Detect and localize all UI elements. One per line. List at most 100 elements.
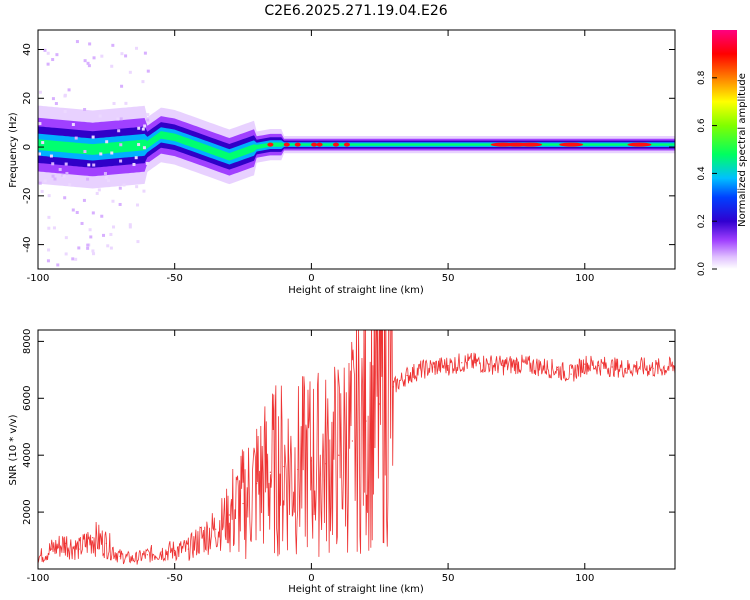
spectrogram-noise-cell: [83, 59, 87, 63]
snr-data-point: [201, 537, 203, 539]
spectrogram-noise-cell: [64, 236, 68, 240]
snr-data-point: [310, 460, 312, 462]
x-tick-label: 50: [442, 273, 455, 284]
snr-data-point: [570, 373, 572, 375]
spectrogram-noise-cell: [111, 43, 115, 47]
colorbar-tick-label: 0.8: [697, 70, 707, 85]
snr-y-label: SNR (10 * v/v): [8, 414, 19, 485]
spectrogram-noise-cell: [135, 185, 139, 189]
spectrogram-noise-cell: [75, 40, 79, 44]
spectrogram-noise-cell: [122, 183, 126, 187]
spectrogram-panel: -100 -50 0 50 100 -40 -20 0 20 40 Height of stra…: [8, 29, 676, 296]
spectrogram-noise-cell: [141, 80, 145, 84]
y-tick-label: 0: [22, 144, 33, 150]
spectrogram-peak: [294, 142, 301, 147]
spectrogram-noise-cell: [120, 52, 124, 56]
spectrogram-noise-cell: [38, 181, 42, 185]
spectrogram-noise-cell: [99, 152, 103, 156]
spectrogram-marks: [38, 40, 675, 267]
snr-data-point: [187, 548, 189, 550]
snr-data-point: [433, 366, 436, 368]
spectrogram-x-axis: -100 -50 0 50 100: [27, 30, 594, 284]
spectrogram-y-label: Frequency (Hz): [8, 112, 19, 188]
snr-data-point: [105, 542, 107, 544]
spectrogram-noise-cell: [46, 259, 50, 263]
snr-data-point: [228, 514, 230, 516]
x-tick-label: 100: [575, 273, 594, 284]
spectrogram-noise-cell: [38, 90, 42, 94]
spectrogram-noise-cell: [86, 61, 90, 65]
x-tick-label: -50: [167, 573, 183, 584]
spectrogram-noise-cell: [134, 46, 138, 50]
snr-data-point: [297, 468, 299, 471]
snr-data-point: [652, 367, 654, 370]
y-tick-label: 40: [22, 43, 33, 56]
spectrogram-noise-cell: [62, 174, 66, 178]
spectrogram-noise-cell: [119, 117, 123, 121]
spectrogram-noise-cell: [137, 126, 141, 130]
spectrogram-noise-cell: [142, 146, 146, 150]
snr-data-point: [611, 366, 613, 368]
spectrogram-noise-cell: [40, 189, 44, 193]
spectrogram-noise-cell: [134, 156, 138, 160]
spectrogram-noise-cell: [105, 140, 109, 144]
spectrogram-peak: [343, 142, 350, 147]
snr-data-point: [78, 548, 80, 550]
spectrogram-noise-cell: [58, 168, 62, 172]
colorbar-ticks: 0.0 0.2 0.4 0.6 0.8: [697, 70, 717, 276]
spectrogram-noise-cell: [97, 188, 101, 192]
spectrogram-noise-cell: [53, 177, 57, 181]
spectrogram-noise-cell: [46, 62, 50, 66]
spectrogram-noise-cell: [49, 154, 53, 158]
spectrogram-noise-cell: [63, 94, 67, 98]
y-tick-label: -20: [22, 188, 33, 204]
snr-data-point: [64, 542, 66, 544]
spectrogram-noise-cell: [43, 179, 47, 183]
spectrogram-noise-cell: [132, 162, 136, 166]
x-tick-label: -100: [27, 273, 50, 284]
spectrogram-noise-cell: [47, 215, 51, 219]
colorbar-tick-label: 0.6: [697, 118, 707, 133]
spectrogram-noise-cell: [119, 143, 123, 147]
spectrogram-noise-cell: [106, 179, 110, 183]
spectrogram-noise-cell: [136, 203, 140, 207]
snr-data-point: [269, 471, 271, 473]
y-tick-label: 2000: [22, 499, 33, 524]
spectrogram-noise-cell: [104, 176, 108, 180]
spectrogram-noise-cell: [91, 211, 95, 215]
snr-data-point: [119, 555, 121, 557]
spectrogram-noise-cell: [64, 252, 68, 256]
spectrogram-noise-cell: [109, 246, 113, 250]
colorbar-tick-label: 0.4: [697, 166, 707, 181]
y-tick-label: 20: [22, 92, 33, 105]
spectrogram-noise-cell: [98, 114, 102, 118]
spectrogram-noise-cell: [100, 54, 104, 58]
snr-data-point: [597, 364, 600, 367]
spectrogram-noise-cell: [110, 64, 114, 68]
spectrogram-noise-cell: [51, 174, 55, 178]
snr-data-point: [543, 366, 545, 368]
spectrogram-noise-cell: [128, 225, 132, 229]
colorbar-tick-label: 0.0: [697, 262, 707, 277]
spectrogram-noise-cell: [146, 113, 150, 117]
spectrogram-noise-cell: [47, 226, 51, 230]
y-tick-label: 6000: [22, 386, 33, 411]
spectrogram-noise-cell: [52, 226, 56, 230]
spectrogram-noise-cell: [77, 246, 81, 250]
spectrogram-noise-cell: [87, 64, 91, 68]
spectrogram-noise-cell: [142, 189, 146, 193]
spectrogram-noise-cell: [75, 210, 79, 214]
spectrogram-noise-cell: [143, 51, 147, 55]
figure-title: C2E6.2025.271.19.04.E26: [264, 3, 447, 19]
spectrogram-noise-cell: [63, 196, 67, 200]
spectrogram-noise-cell: [64, 162, 68, 166]
spectrogram-noise-cell: [124, 101, 128, 105]
spectrogram-noise-cell: [106, 244, 110, 248]
spectrogram-noise-cell: [110, 151, 114, 155]
spectrogram-noise-cell: [86, 246, 90, 250]
spectrogram-frame: [37, 29, 676, 270]
spectrogram-y-axis: -40 -20 0 20 40: [22, 43, 675, 253]
spectrogram-noise-cell: [119, 159, 123, 163]
x-tick-label: -100: [27, 573, 50, 584]
x-tick-label: 50: [442, 573, 455, 584]
